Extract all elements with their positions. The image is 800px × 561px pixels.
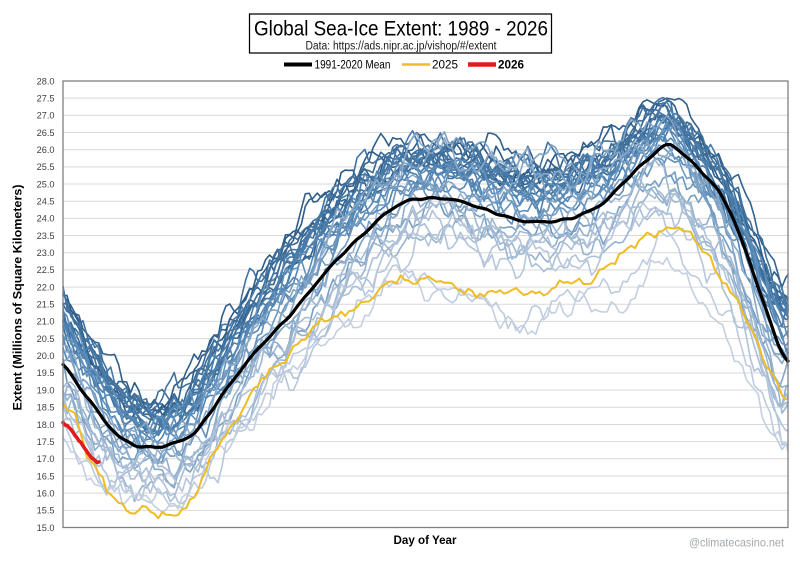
svg-text:Data: https://ads.nipr.ac.jp/v: Data: https://ads.nipr.ac.jp/vishop/#/ex… xyxy=(306,41,498,53)
svg-text:16.0: 16.0 xyxy=(37,489,55,499)
svg-text:21.5: 21.5 xyxy=(37,300,55,310)
svg-text:24.0: 24.0 xyxy=(37,214,55,224)
svg-text:18.5: 18.5 xyxy=(37,403,55,413)
svg-text:17.0: 17.0 xyxy=(37,454,55,464)
svg-text:21.0: 21.0 xyxy=(37,317,55,327)
svg-text:27.0: 27.0 xyxy=(37,111,55,121)
svg-text:Day of Year: Day of Year xyxy=(394,533,457,547)
svg-text:28.0: 28.0 xyxy=(37,76,55,86)
svg-text:17.5: 17.5 xyxy=(37,437,55,447)
svg-text:15.0: 15.0 xyxy=(37,523,55,533)
svg-text:20.5: 20.5 xyxy=(37,334,55,344)
svg-text:22.0: 22.0 xyxy=(37,282,55,292)
svg-text:18.0: 18.0 xyxy=(37,420,55,430)
svg-text:1991-2020 Mean: 1991-2020 Mean xyxy=(315,60,391,72)
svg-text:26.0: 26.0 xyxy=(37,145,55,155)
svg-text:@climatecasino.net: @climatecasino.net xyxy=(689,536,785,550)
svg-text:25.0: 25.0 xyxy=(37,179,55,189)
svg-text:25.5: 25.5 xyxy=(37,162,55,172)
svg-text:23.5: 23.5 xyxy=(37,231,55,241)
svg-text:26.5: 26.5 xyxy=(37,128,55,138)
svg-text:15.5: 15.5 xyxy=(37,506,55,516)
svg-text:19.5: 19.5 xyxy=(37,368,55,378)
svg-text:22.5: 22.5 xyxy=(37,265,55,275)
svg-text:20.0: 20.0 xyxy=(37,351,55,361)
svg-text:27.5: 27.5 xyxy=(37,94,55,104)
svg-text:Extent (Millions of Square Kil: Extent (Millions of Square Kilometers) xyxy=(13,184,25,410)
svg-text:16.5: 16.5 xyxy=(37,471,55,481)
svg-text:19.0: 19.0 xyxy=(37,385,55,395)
svg-text:23.0: 23.0 xyxy=(37,248,55,258)
svg-text:24.5: 24.5 xyxy=(37,197,55,207)
svg-text:Global Sea-Ice Extent: 1989 -: Global Sea-Ice Extent: 1989 - 2026 xyxy=(254,17,548,41)
svg-text:2025: 2025 xyxy=(432,60,458,72)
svg-text:2026: 2026 xyxy=(498,60,524,72)
